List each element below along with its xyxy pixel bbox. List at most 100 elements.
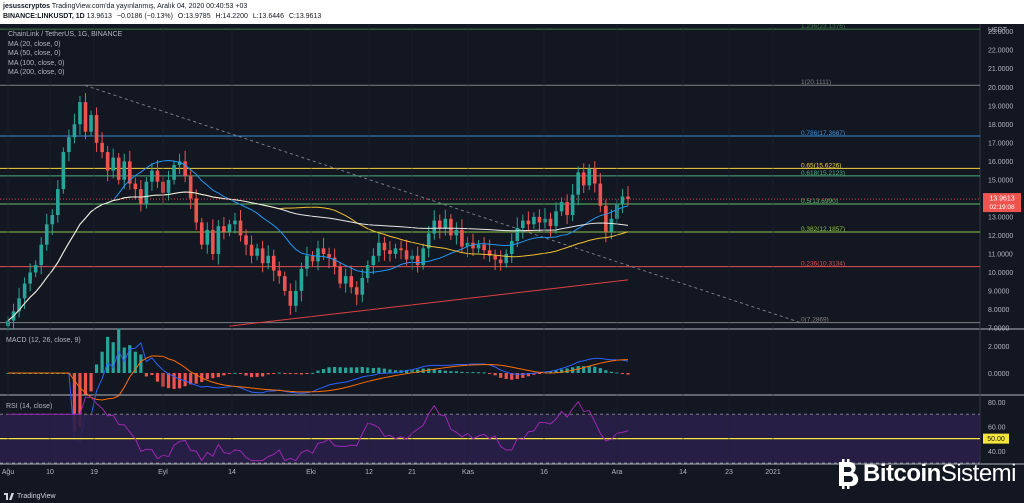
macd-bar bbox=[438, 369, 442, 373]
macd-bar bbox=[476, 372, 481, 374]
macd-bar bbox=[598, 368, 602, 373]
macd-bar bbox=[277, 372, 281, 374]
candle-body bbox=[565, 202, 569, 216]
macd-bar bbox=[404, 369, 409, 373]
tradingview-footer[interactable]: TradingView bbox=[4, 493, 56, 500]
macd-bar bbox=[78, 373, 82, 428]
macd-bar bbox=[432, 369, 436, 373]
macd-bar bbox=[393, 370, 398, 373]
candle-body bbox=[515, 228, 520, 241]
macd-bar bbox=[465, 372, 470, 374]
macd-bar bbox=[460, 371, 464, 373]
candle-body bbox=[199, 222, 204, 245]
candle-body bbox=[559, 202, 564, 212]
macd-bar bbox=[338, 367, 342, 373]
legend-title: ChainLink / TetherUS, 1G, BINANCE bbox=[8, 31, 123, 38]
candle-body bbox=[415, 255, 420, 266]
rsi-tick-label: 60.00 bbox=[988, 424, 1006, 431]
rsi-title[interactable]: RSI (14, close) bbox=[6, 403, 53, 410]
x-tick-label: Ağu bbox=[2, 469, 15, 476]
legend-ma200[interactable]: MA (200, close, 0) bbox=[8, 69, 65, 76]
candle-body bbox=[404, 250, 409, 260]
macd-bar bbox=[349, 367, 353, 373]
candle-body bbox=[144, 181, 149, 204]
price-tick-label: 11.0000 bbox=[988, 251, 1013, 258]
symbol-name: BINANCE:LINKUSDT, 1D bbox=[3, 13, 85, 20]
macd-bar bbox=[488, 373, 492, 374]
macd-bar bbox=[371, 367, 375, 373]
macd-signal-line bbox=[8, 355, 629, 401]
fib-level-label: 0.786(17.3667) bbox=[801, 130, 845, 137]
macd-tick-label: 2.0000 bbox=[988, 344, 1010, 351]
macd-bar bbox=[227, 373, 232, 374]
macd-bar bbox=[288, 373, 292, 374]
legend-ma20[interactable]: MA (20, close, 0) bbox=[8, 40, 61, 48]
bitcoinsistemi-watermark: Bitcoin Sistemi bbox=[833, 459, 1017, 489]
candle-body bbox=[94, 115, 99, 143]
legend-ma100[interactable]: MA (100, close, 0) bbox=[8, 59, 65, 67]
candle-body bbox=[216, 226, 221, 254]
macd-bar bbox=[100, 351, 104, 373]
candle-body bbox=[338, 266, 342, 284]
macd-bar bbox=[587, 366, 591, 373]
rsi-tick-label: 40.00 bbox=[988, 449, 1006, 456]
author-name[interactable]: jesusscryptos bbox=[3, 3, 51, 10]
x-tick-label: 10 bbox=[46, 469, 54, 476]
candle-body bbox=[443, 218, 448, 228]
candle-body bbox=[260, 248, 265, 264]
close-value: 13.9613 bbox=[295, 13, 322, 20]
candle-body bbox=[61, 152, 66, 190]
candle-body bbox=[471, 242, 475, 249]
candle-body bbox=[100, 142, 104, 153]
chart-canvas[interactable]: 23.0000 22.0000 21.0000 20.0000 19.0000 18.00… bbox=[0, 24, 1024, 503]
macd-bar bbox=[150, 373, 154, 375]
x-tick-label: 12 bbox=[365, 469, 373, 476]
macd-bar bbox=[83, 373, 88, 395]
price-tick-label: 16.0000 bbox=[988, 159, 1013, 166]
x-tick-label: 19 bbox=[90, 469, 98, 476]
macd-bar bbox=[72, 373, 77, 432]
macd-bar bbox=[521, 373, 525, 378]
macd-bar bbox=[360, 366, 364, 373]
x-tick-label: 16 bbox=[540, 469, 548, 476]
macd-bar bbox=[89, 373, 93, 392]
ma20-line bbox=[7, 159, 629, 321]
price-tag-box bbox=[983, 193, 1021, 213]
x-tick-label: 23 bbox=[725, 469, 733, 476]
fib-level-label: 1.236(23.1376) bbox=[801, 24, 845, 30]
macd-bar bbox=[94, 364, 99, 373]
x-tick-label: 21 bbox=[408, 469, 416, 476]
bitcoin-b-icon bbox=[838, 459, 859, 489]
macd-bar bbox=[128, 345, 132, 373]
macd-title[interactable]: MACD (12, 26, close, 9) bbox=[6, 337, 81, 344]
price-tick-label: 10.0000 bbox=[988, 270, 1013, 277]
legend-ma50[interactable]: MA (50, close, 0) bbox=[8, 50, 61, 57]
candle-body bbox=[526, 220, 531, 225]
rsi-line bbox=[8, 396, 629, 462]
tradingview-label: TradingView bbox=[17, 493, 56, 500]
candle-body bbox=[581, 172, 586, 186]
indicator-legend: ChainLink / TetherUS, 1G, BINANCE MA (20… bbox=[8, 30, 122, 78]
macd-bar bbox=[111, 342, 115, 373]
candle-body bbox=[543, 218, 547, 223]
candle-body bbox=[155, 170, 160, 182]
macd-bar bbox=[626, 373, 630, 375]
chart-header: jesusscryptos TradingView.com'da yayınla… bbox=[0, 0, 1024, 24]
candle-body bbox=[105, 152, 110, 171]
macd-bar bbox=[183, 373, 187, 387]
candle-body bbox=[421, 248, 425, 266]
candle-body bbox=[598, 183, 603, 206]
candle-body bbox=[343, 276, 348, 284]
price-tick-label: 23.0000 bbox=[988, 29, 1013, 36]
candle-body bbox=[454, 229, 459, 236]
macd-bar bbox=[554, 370, 558, 373]
macd-bar bbox=[609, 371, 613, 373]
candle-body bbox=[177, 161, 182, 166]
candle-body bbox=[305, 255, 309, 269]
candle-body bbox=[532, 216, 536, 225]
macd-bar bbox=[222, 373, 226, 376]
macd-bar bbox=[515, 373, 519, 379]
candle-body bbox=[388, 250, 392, 254]
candle-body bbox=[426, 233, 431, 249]
candle-body bbox=[222, 226, 226, 232]
